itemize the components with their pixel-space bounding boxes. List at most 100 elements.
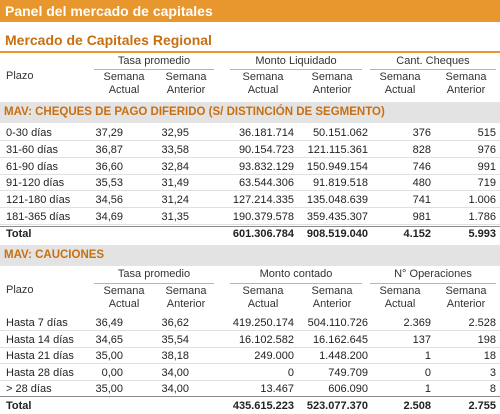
cell-value: 16.162.645 xyxy=(312,333,368,346)
table-row: 61-90 días 36,60 32,84 93.832.129 150.949.15… xyxy=(0,159,500,175)
cell-value: 981 xyxy=(412,211,431,223)
plazo-header: Plazo xyxy=(6,70,34,82)
cell-value: 249.000 xyxy=(254,350,294,363)
table-row: 31-60 días 36,87 33,58 90.154.723 121.115.36… xyxy=(0,142,500,158)
cell-value: 991 xyxy=(477,160,496,173)
cell-value: 1.786 xyxy=(468,211,496,223)
cell-value: 32,95 xyxy=(161,127,189,139)
subtitle-underline xyxy=(0,51,500,53)
group-header-tasa: Tasa promedio xyxy=(117,268,191,280)
cell-value: 1 xyxy=(424,350,431,363)
cell-value: 18 xyxy=(483,350,496,363)
cell-value: 35,53 xyxy=(95,177,123,190)
cell-value: 36,60 xyxy=(95,160,123,173)
column-header: Semana Actual xyxy=(103,71,145,96)
column-header: Semana Actual xyxy=(103,285,145,310)
group-divider xyxy=(370,69,496,70)
row-label: 61-90 días xyxy=(6,160,58,173)
cell-value: 2.369 xyxy=(403,317,431,329)
cell-value: 480 xyxy=(412,177,431,190)
cell-value: 376 xyxy=(412,127,431,139)
cell-value: 32,84 xyxy=(161,160,189,173)
cell-value: 3 xyxy=(489,366,496,379)
table-row: 181-365 días 34,69 31,35 190.379.578 359.435… xyxy=(0,209,500,225)
row-label: Total xyxy=(6,400,32,412)
cell-value: 359.435.307 xyxy=(306,211,368,223)
cell-value: 2.755 xyxy=(468,400,496,412)
cell-value: 419.250.174 xyxy=(232,317,294,329)
group-divider xyxy=(94,69,214,70)
cell-value: 504.110.726 xyxy=(307,317,368,329)
cell-value: 2.508 xyxy=(403,400,431,412)
cell-value: 35,00 xyxy=(95,383,123,396)
cell-value: 31,49 xyxy=(161,177,189,190)
table-row: > 28 días 35,00 34,00 13.467 606.090 1 8 xyxy=(0,381,500,398)
panel-banner: Panel del mercado de capitales xyxy=(0,0,500,22)
cell-value: 33,58 xyxy=(161,143,189,156)
table2-header: Plazo Tasa promedio Monto contado N° Ope… xyxy=(0,267,500,313)
table-row: 0-30 días 37,29 32,95 36.181.714 50.151.062 3… xyxy=(0,125,500,141)
cell-value: 4.152 xyxy=(403,227,431,240)
group-divider xyxy=(230,283,362,284)
cell-value: 36.181.714 xyxy=(238,127,294,139)
table1-header: Plazo Tasa promedio Monto Liquidado Cant… xyxy=(0,54,500,100)
cell-value: 1 xyxy=(424,383,431,396)
row-label: Hasta 21 días xyxy=(6,350,74,363)
group-header-monto: Monto Liquidado xyxy=(255,55,337,67)
column-header: Semana Anterior xyxy=(311,71,353,96)
group-divider xyxy=(370,283,496,284)
cell-value: 976 xyxy=(477,143,496,156)
cell-value: 137 xyxy=(412,333,431,346)
cell-value: 0 xyxy=(424,366,431,379)
cell-value: 31,24 xyxy=(161,194,189,207)
cell-value: 31,35 xyxy=(161,211,189,223)
cell-value: 435.615.223 xyxy=(232,400,294,412)
column-header: Semana Actual xyxy=(379,285,421,310)
cell-value: 35,54 xyxy=(161,333,189,346)
row-label: Hasta 28 días xyxy=(6,366,74,379)
plazo-header: Plazo xyxy=(6,284,34,296)
table-row: 121-180 días 34,56 31,24 127.214.335 135.048… xyxy=(0,192,500,209)
cell-value: 908.519.040 xyxy=(306,227,368,240)
cell-value: 38,18 xyxy=(161,350,189,363)
table-row: Hasta 14 días 34,65 35,54 16.102.582 16.162.… xyxy=(0,332,500,348)
cell-value: 34,00 xyxy=(161,383,189,396)
row-label: 181-365 días xyxy=(6,211,71,223)
cell-value: 90.154.723 xyxy=(238,143,294,156)
table-row: 91-120 días 35,53 31,49 63.544.306 91.819.51… xyxy=(0,175,500,192)
cell-value: 5.993 xyxy=(468,227,496,240)
cell-value: 36,87 xyxy=(95,143,123,156)
cell-value: 121.115.361 xyxy=(307,143,368,156)
cell-value: 749.709 xyxy=(328,366,368,379)
table-row: Hasta 28 días 0,00 34,00 0 749.709 0 3 xyxy=(0,365,500,381)
row-label: Hasta 14 días xyxy=(6,333,74,346)
row-label: > 28 días xyxy=(6,383,52,396)
group-divider xyxy=(94,283,214,284)
section-subtitle: Mercado de Capitales Regional xyxy=(5,32,212,48)
panel-title: Panel del mercado de capitales xyxy=(5,3,213,19)
row-label: 31-60 días xyxy=(6,143,58,156)
table-row: Hasta 21 días 35,00 38,18 249.000 1.448.200 1… xyxy=(0,348,500,365)
cell-value: 606.090 xyxy=(328,383,368,396)
cell-value: 719 xyxy=(477,177,496,190)
group-header-operaciones: N° Operaciones xyxy=(394,268,472,280)
cell-value: 50.151.062 xyxy=(312,127,368,139)
cell-value: 34,65 xyxy=(95,333,123,346)
group-header-tasa: Tasa promedio xyxy=(117,55,191,67)
group-header-monto: Monto contado xyxy=(259,268,333,280)
cell-value: 0,00 xyxy=(101,366,123,379)
cell-value: 190.379.578 xyxy=(232,211,294,223)
row-label: 91-120 días xyxy=(6,177,65,190)
total-divider xyxy=(0,396,500,397)
cell-value: 1.448.200 xyxy=(319,350,368,363)
table-row: Hasta 7 días 36,49 36,62 419.250.174 504.110… xyxy=(0,315,500,331)
cell-value: 34,56 xyxy=(95,194,123,207)
row-label: Total xyxy=(6,227,32,240)
cell-value: 16.102.582 xyxy=(238,333,294,346)
cell-value: 1.006 xyxy=(468,194,496,207)
cell-value: 35,00 xyxy=(95,350,123,363)
cell-value: 515 xyxy=(477,127,496,139)
row-label: 0-30 días xyxy=(6,127,52,139)
cell-value: 746 xyxy=(412,160,431,173)
cell-value: 63.544.306 xyxy=(238,177,294,190)
